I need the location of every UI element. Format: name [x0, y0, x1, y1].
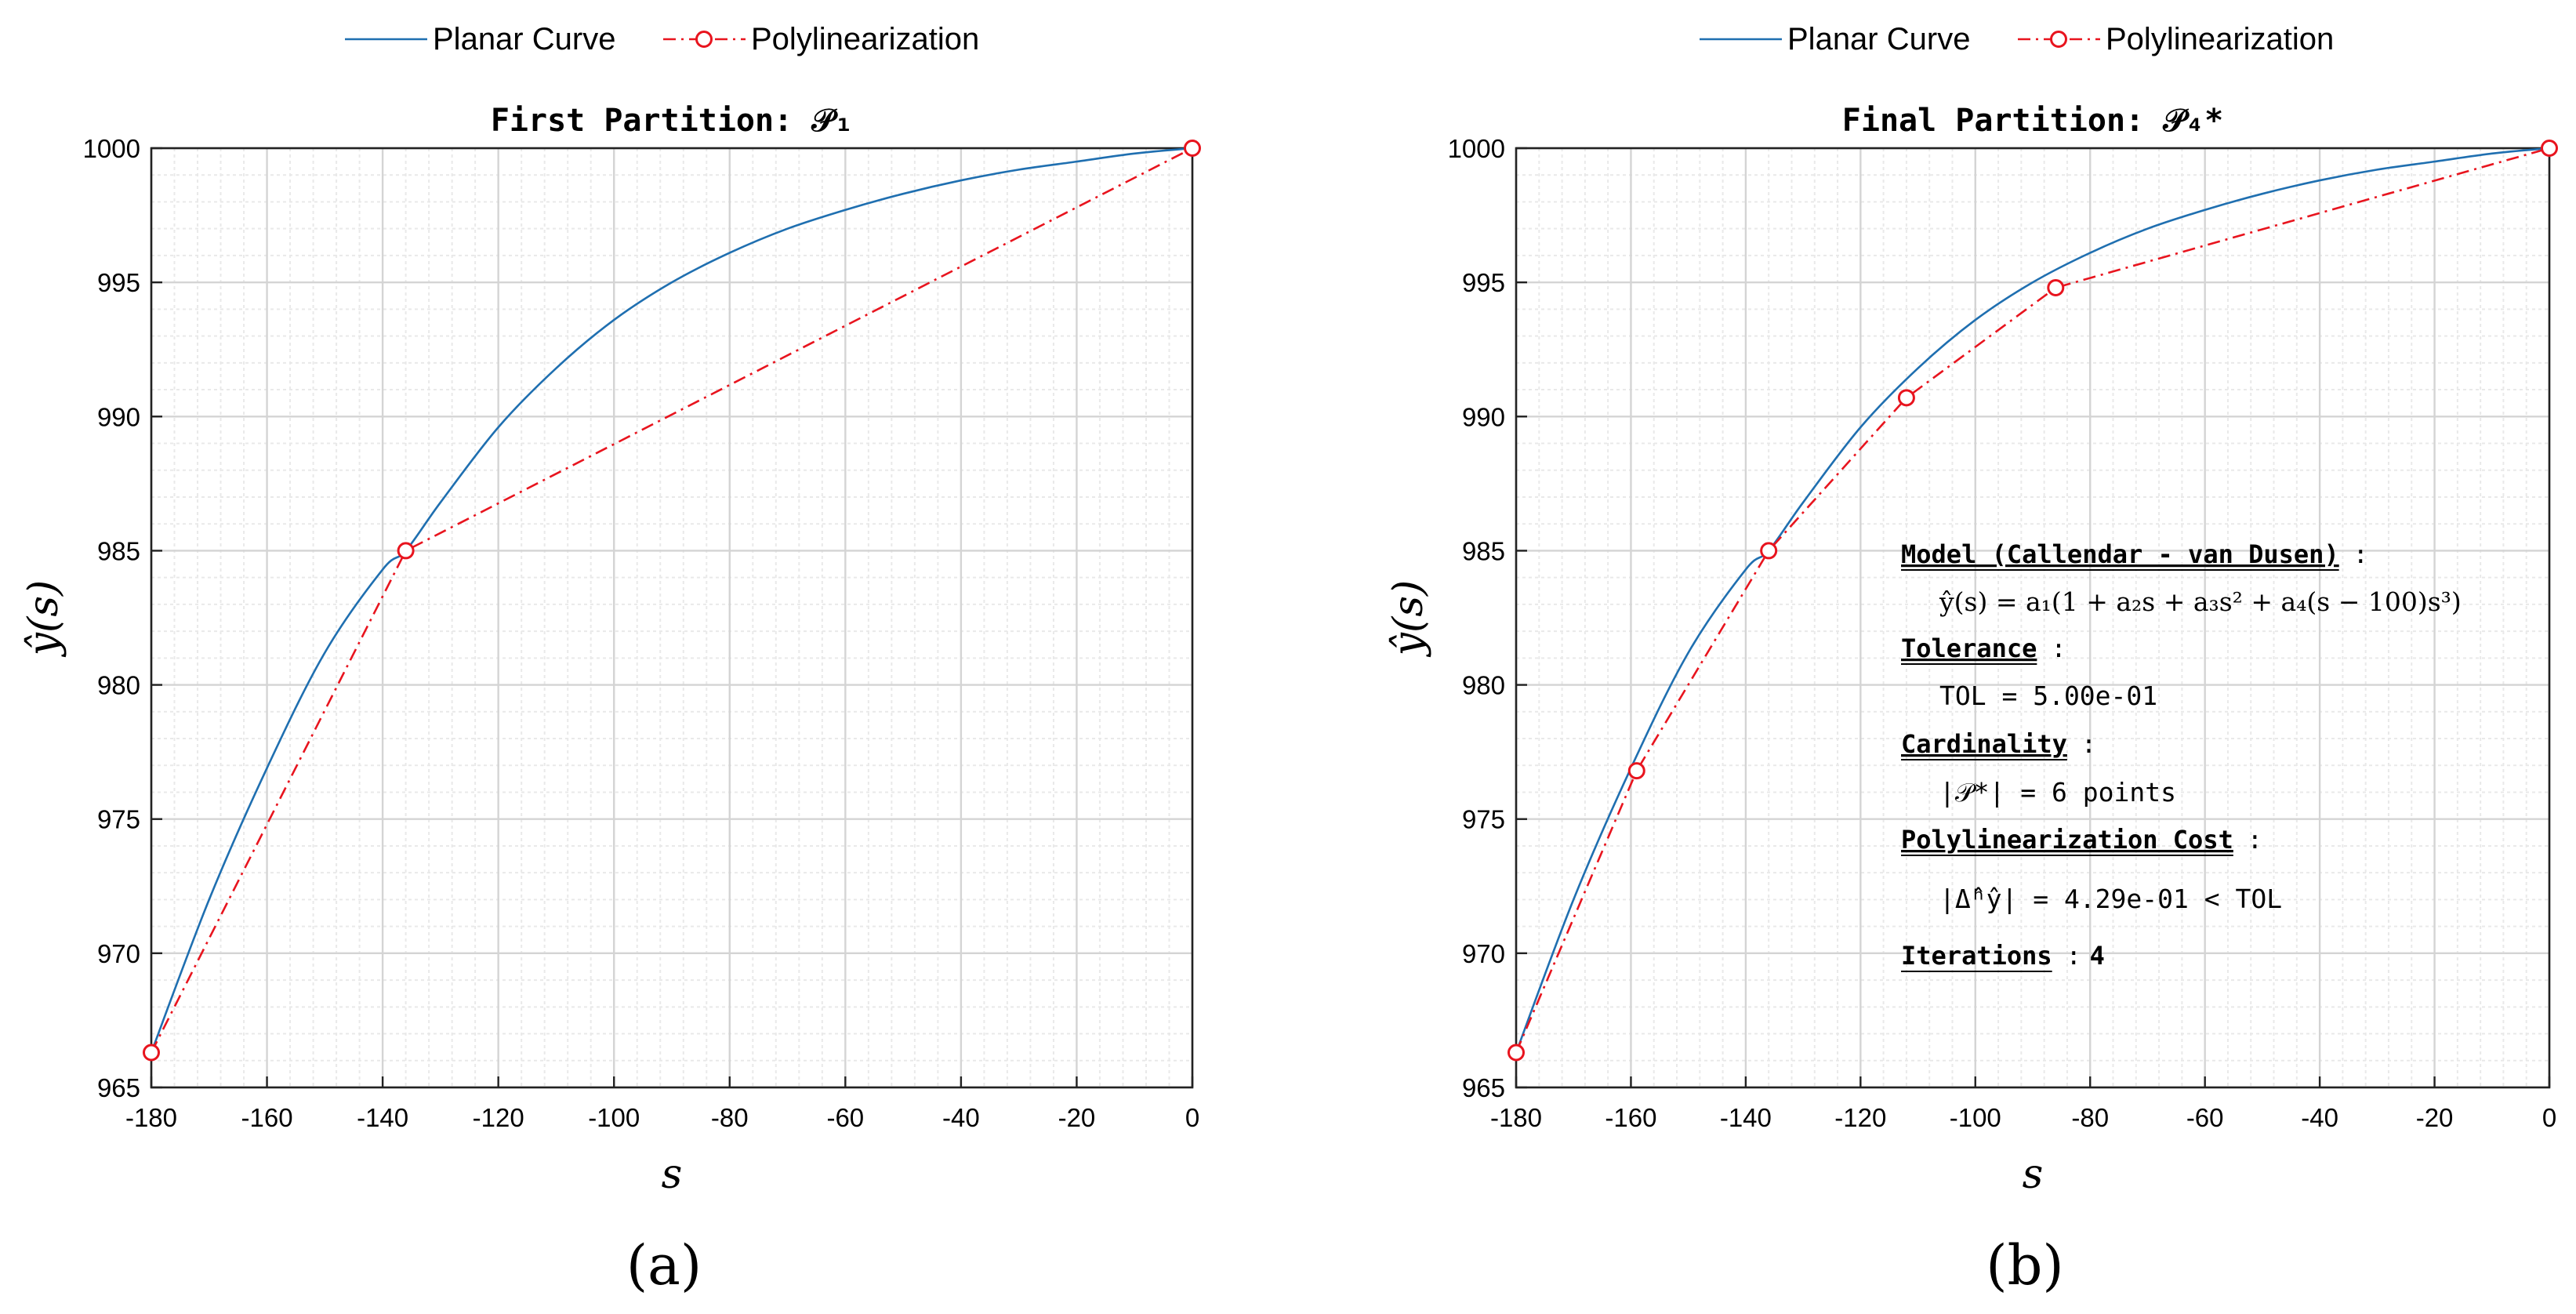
partition-point — [1760, 542, 1778, 560]
partition-point — [143, 1044, 160, 1062]
model-formula: ŷ(s) = a₁(1 + a₂s + a₃s² + a₄(s − 100)s³… — [1939, 586, 2462, 617]
series-planar-curve — [150, 147, 1193, 1053]
x-tick-label: -180 — [1490, 1103, 1542, 1132]
y-tick-label: 970 — [97, 939, 140, 968]
legend: Planar Curve Polylinearization — [1700, 22, 2334, 56]
x-tick-label: -40 — [2301, 1103, 2338, 1132]
major-grid — [150, 147, 1194, 1089]
x-tick-label: -20 — [2416, 1103, 2454, 1132]
cardinality-heading: Cardinality — [1901, 729, 2067, 759]
tick-labels: -180 -160 -140 -120 -100 -80 -60 -40 -20 0 965 970 9… — [1448, 134, 2557, 1132]
partition-point — [1627, 762, 1645, 780]
chart-title: First Partition: 𝒫₁ — [491, 103, 853, 139]
legend-marker-poly — [2050, 31, 2067, 48]
series-polylinearization — [1508, 140, 2558, 1062]
minor-grid — [1516, 148, 2549, 1087]
model-heading: Model (Callendar - van Dusen) — [1901, 539, 2339, 569]
y-tick-label: 965 — [1462, 1073, 1505, 1102]
x-tick-label: -100 — [588, 1103, 640, 1132]
partition-point — [2047, 278, 2065, 296]
y-axis-label: ŷ(s) — [1385, 580, 1432, 658]
x-tick-label: -80 — [711, 1103, 749, 1132]
y-tick-label: 965 — [97, 1073, 140, 1102]
partition-point — [2541, 140, 2558, 157]
x-tick-label: -80 — [2071, 1103, 2109, 1132]
iterations-colon: : — [2066, 941, 2081, 971]
y-tick-label: 975 — [1462, 805, 1505, 834]
minor-grid — [151, 148, 1192, 1087]
x-tick-label: -120 — [1834, 1103, 1886, 1132]
y-tick-label: 975 — [97, 805, 140, 834]
tolerance-heading: Tolerance — [1901, 633, 2037, 663]
axes-box — [150, 147, 1194, 1089]
x-tick-label: -180 — [125, 1103, 177, 1132]
y-tick-label: 980 — [1462, 671, 1505, 700]
x-tick-label: -40 — [942, 1103, 980, 1132]
series-polylinearization — [143, 140, 1201, 1062]
partition-point — [397, 542, 415, 560]
y-tick-label: 995 — [97, 268, 140, 297]
partition-point — [1897, 389, 1915, 407]
x-tick-label: -120 — [473, 1103, 524, 1132]
tolerance-heading-colon: : — [2051, 633, 2066, 663]
cardinality-heading-colon: : — [2081, 729, 2096, 759]
cost-heading: Polylinearization Cost — [1901, 825, 2233, 855]
tolerance-value: TOL = 5.00e-01 — [1939, 681, 2157, 711]
x-tick-label: -140 — [1720, 1103, 1772, 1132]
partition-point — [1508, 1044, 1525, 1062]
x-tick-label: -100 — [1950, 1103, 2001, 1132]
cost-heading-colon: : — [2248, 825, 2262, 855]
legend-label-poly: Polylinearization — [751, 22, 979, 56]
x-tick-label: -160 — [1605, 1103, 1656, 1132]
legend-label-curve: Planar Curve — [433, 22, 615, 56]
y-tick-label: 990 — [1462, 402, 1505, 431]
x-tick-label: -140 — [357, 1103, 408, 1132]
cardinality-value: |𝒫*| = 6 points — [1939, 777, 2176, 808]
poly-line — [1515, 147, 2550, 1054]
tick-labels: -180 -160 -140 -120 -100 -80 -60 -40 -20 0 965 970 9… — [83, 134, 1200, 1132]
iterations-heading: Iterations — [1901, 941, 2052, 971]
y-tick-label: 985 — [97, 536, 140, 565]
x-tick-label: -60 — [826, 1103, 864, 1132]
legend: Planar Curve Polylinearization — [345, 22, 979, 56]
x-axis-label: s — [662, 1151, 683, 1198]
legend-label-poly: Polylinearization — [2106, 22, 2334, 56]
y-tick-label: 1000 — [1448, 134, 1505, 163]
y-tick-label: 970 — [1462, 939, 1505, 968]
y-tick-label: 990 — [97, 402, 140, 431]
chart-title: Final Partition: 𝒫₄* — [1842, 103, 2223, 139]
chart-panel-a: -180 -160 -140 -120 -100 -80 -60 -40 -20 0 965 970 9… — [20, 22, 1201, 1298]
y-tick-label: 980 — [97, 671, 140, 700]
y-tick-label: 995 — [1462, 268, 1505, 297]
axes-box — [1515, 147, 2551, 1089]
model-heading-colon: : — [2353, 539, 2368, 569]
x-tick-label: -20 — [1058, 1103, 1096, 1132]
y-tick-label: 1000 — [83, 134, 140, 163]
chart-panel-b: -180 -160 -140 -120 -100 -80 -60 -40 -20 0 965 970 9… — [1385, 22, 2558, 1298]
annotation-box: Model (Callendar - van Dusen): ŷ(s) = a₁(… — [1901, 539, 2462, 972]
iterations-value: 4 — [2090, 941, 2105, 971]
panel-label: (a) — [626, 1233, 702, 1298]
curve-line — [1515, 147, 2550, 1053]
x-tick-label: -60 — [2186, 1103, 2224, 1132]
cost-value: |Δ̂ʰŷ| = 4.29e-01 < TOL — [1939, 884, 2282, 914]
poly-line — [150, 147, 1193, 1054]
y-tick-label: 985 — [1462, 536, 1505, 565]
x-tick-label: 0 — [1185, 1103, 1199, 1132]
curve-line — [150, 147, 1193, 1053]
legend-marker-poly — [695, 31, 713, 48]
y-axis-label: ŷ(s) — [20, 580, 67, 658]
x-tick-label: -160 — [241, 1103, 293, 1132]
x-axis-label: s — [2023, 1151, 2044, 1198]
partition-point — [1184, 140, 1201, 157]
panel-label: (b) — [1986, 1233, 2063, 1298]
x-tick-label: 0 — [2542, 1103, 2556, 1132]
legend-label-curve: Planar Curve — [1787, 22, 1970, 56]
series-planar-curve — [1515, 147, 2550, 1053]
